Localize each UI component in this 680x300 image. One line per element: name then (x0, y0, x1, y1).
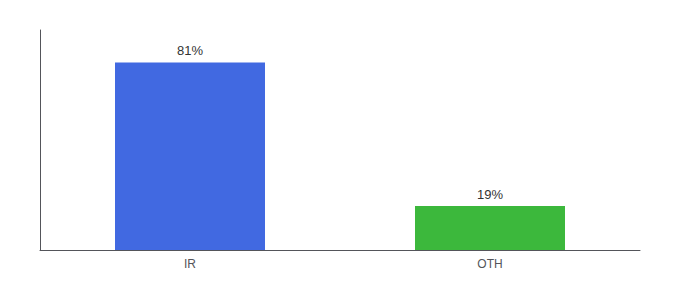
svg-text:IR: IR (184, 257, 196, 271)
svg-text:OTH: OTH (477, 257, 502, 271)
svg-text:81%: 81% (177, 43, 203, 58)
svg-text:19%: 19% (477, 187, 503, 202)
